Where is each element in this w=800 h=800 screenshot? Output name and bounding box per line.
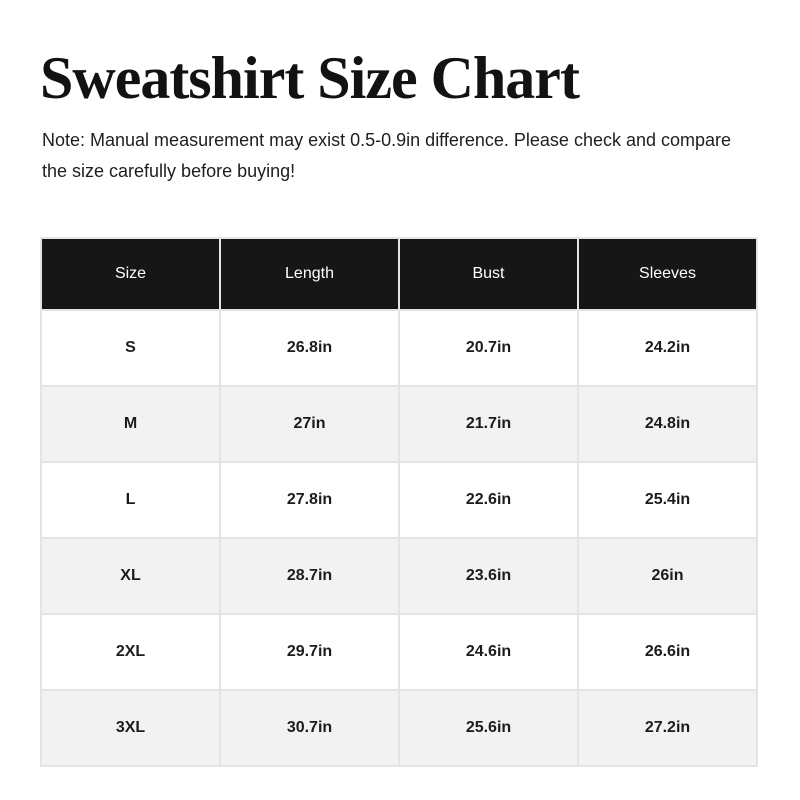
page-title: Sweatshirt Size Chart xyxy=(40,45,580,111)
table-row-xl: XL 28.7in 23.6in 26in xyxy=(40,537,758,615)
size-cell: XL xyxy=(40,537,221,615)
size-chart-table: Size Length Bust Sleeves S 26.8in 20.7in… xyxy=(40,237,758,767)
bust-cell: 20.7in xyxy=(398,309,579,387)
length-cell: 28.7in xyxy=(219,537,400,615)
table-row-3xl: 3XL 30.7in 25.6in 27.2in xyxy=(40,689,758,767)
size-cell: L xyxy=(40,461,221,539)
length-cell: 26.8in xyxy=(219,309,400,387)
size-cell: 2XL xyxy=(40,613,221,691)
length-cell: 30.7in xyxy=(219,689,400,767)
bust-cell: 22.6in xyxy=(398,461,579,539)
column-header-bust: Bust xyxy=(398,237,579,311)
table-row-2xl: 2XL 29.7in 24.6in 26.6in xyxy=(40,613,758,691)
table-row-m: M 27in 21.7in 24.8in xyxy=(40,385,758,463)
sleeves-cell: 24.2in xyxy=(577,309,758,387)
bust-cell: 23.6in xyxy=(398,537,579,615)
sleeves-cell: 26.6in xyxy=(577,613,758,691)
bust-cell: 24.6in xyxy=(398,613,579,691)
bust-cell: 21.7in xyxy=(398,385,579,463)
size-cell: S xyxy=(40,309,221,387)
table-row-l: L 27.8in 22.6in 25.4in xyxy=(40,461,758,539)
length-cell: 27.8in xyxy=(219,461,400,539)
header-row: Size Length Bust Sleeves xyxy=(40,237,758,311)
sleeves-cell: 27.2in xyxy=(577,689,758,767)
bust-cell: 25.6in xyxy=(398,689,579,767)
column-header-length: Length xyxy=(219,237,400,311)
size-chart-header: Size Length Bust Sleeves xyxy=(40,237,758,311)
note-text: Note: Manual measurement may exist 0.5-0… xyxy=(42,130,732,181)
sleeves-cell: 26in xyxy=(577,537,758,615)
size-cell: 3XL xyxy=(40,689,221,767)
size-chart-body: S 26.8in 20.7in 24.2in M 27in 21.7in 24.… xyxy=(40,309,758,767)
table-row-s: S 26.8in 20.7in 24.2in xyxy=(40,309,758,387)
column-header-sleeves: Sleeves xyxy=(577,237,758,311)
length-cell: 29.7in xyxy=(219,613,400,691)
column-header-size: Size xyxy=(40,237,221,311)
size-cell: M xyxy=(40,385,221,463)
sleeves-cell: 24.8in xyxy=(577,385,758,463)
sleeves-cell: 25.4in xyxy=(577,461,758,539)
length-cell: 27in xyxy=(219,385,400,463)
